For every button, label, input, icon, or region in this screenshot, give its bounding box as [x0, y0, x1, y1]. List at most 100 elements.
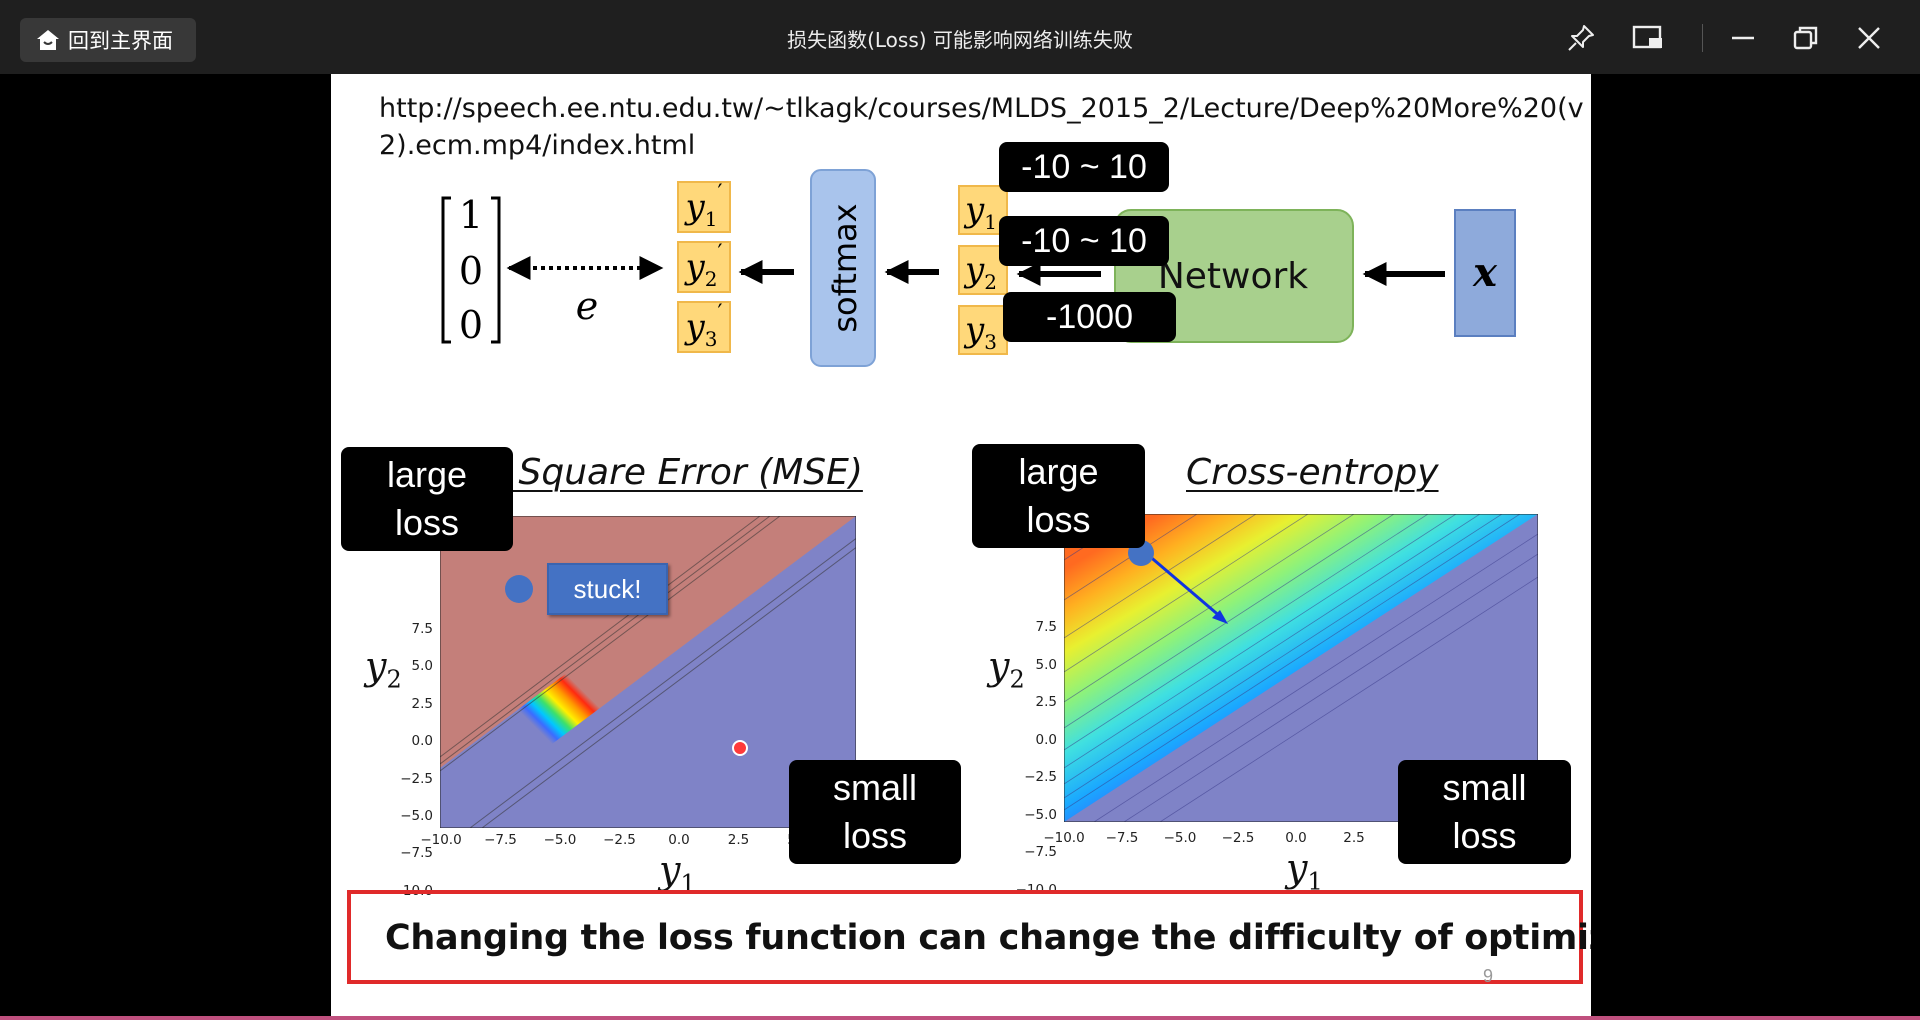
url-line-2: 2).ecm.mp4/index.html: [379, 130, 696, 161]
toolbar-separator: [1702, 24, 1703, 52]
mse-rainbow-band: [440, 516, 856, 828]
pip-icon: [1632, 25, 1662, 49]
ce-x-tick: 0.0: [1285, 830, 1307, 846]
y-prime-3: y: [684, 307, 706, 347]
y-prime-1: y: [684, 187, 706, 227]
mse-y-tick: −7.5: [400, 845, 433, 862]
mse-small-loss-line1: small: [832, 767, 917, 808]
ce-large-loss-label: large loss: [972, 444, 1145, 548]
ce-x-axis-text: y: [1286, 846, 1308, 890]
input-label: x: [1472, 249, 1498, 296]
y-prime-2: y: [684, 247, 706, 287]
mse-contours: [440, 516, 856, 828]
mse-y-axis-label: y2: [365, 644, 402, 694]
close-icon: [1858, 27, 1880, 49]
mse-x-tick: 2.5: [727, 832, 750, 848]
ce-x-tick: −10.0: [1043, 830, 1085, 846]
mse-high-region: [440, 516, 856, 828]
ce-y-tick: −2.5: [1024, 769, 1057, 785]
mse-large-loss-line1: large: [386, 454, 468, 495]
ce-y-tick: 7.5: [1035, 619, 1057, 635]
ce-y-tick: 5.0: [1035, 656, 1057, 673]
ce-x-tick: 2.5: [1343, 830, 1365, 846]
network-label: Network: [1158, 256, 1308, 297]
ce-y-tick: −5.0: [1024, 806, 1057, 823]
progress-line: [0, 1016, 1920, 1020]
mse-x-tick: −2.5: [603, 832, 636, 848]
ce-large-loss-line1: large: [1018, 451, 1099, 492]
svg-text:y3′: y3′: [684, 301, 723, 351]
mse-y-tick: 2.5: [411, 695, 433, 712]
ce-title: Cross-entropy: [1186, 452, 1439, 493]
pip-button[interactable]: [1628, 18, 1668, 58]
mse-x-tick: −10.0: [420, 832, 462, 848]
ce-y-axis-text: y: [988, 644, 1010, 688]
restore-button[interactable]: [1786, 18, 1826, 58]
page-number: 9: [1483, 966, 1494, 986]
target-entry-2: 0: [459, 249, 483, 293]
mse-plot: [440, 516, 856, 828]
softmax-outputs: y1′ y2′ y3′: [677, 181, 731, 353]
mse-y-tick: −5.0: [400, 808, 433, 824]
mse-y-tick: 0.0: [411, 733, 433, 750]
pin-icon: [1568, 25, 1594, 51]
network-outputs: y1 y2 y3: [958, 185, 1008, 355]
ce-y-tick: 2.5: [1035, 694, 1057, 710]
mse-large-loss-label: large loss: [341, 447, 513, 551]
ce-y-axis-label: y2: [988, 644, 1025, 694]
minimize-icon: [1732, 36, 1754, 40]
ce-gradient-region: [1064, 514, 1538, 822]
mse-x-tick: −7.5: [484, 832, 517, 848]
mse-start-point: [505, 575, 533, 603]
home-button[interactable]: 回到主界面: [20, 18, 196, 62]
target-entry-1: 1: [459, 193, 483, 237]
range-label-2: -10 ~ 10: [999, 216, 1169, 266]
ce-large-loss-line2: loss: [1026, 499, 1091, 540]
network-diagram: 1 0 0 e y1′ y2′ y3′ softmax y1 y2 y3: [441, 169, 1516, 367]
home-icon: [37, 30, 59, 50]
mse-small-loss-line2: loss: [842, 815, 908, 856]
title-bar: 回到主界面 损失函数(Loss) 可能影响网络训练失败: [0, 0, 1920, 74]
ce-y-tick: −7.5: [1024, 844, 1057, 860]
mse-target-point: [732, 740, 748, 756]
mse-x-tick: −5.0: [543, 832, 577, 848]
mse-large-loss-line2: loss: [394, 502, 460, 543]
restore-icon: [1793, 26, 1818, 50]
range-label-3: -1000: [1003, 292, 1176, 342]
softmax-label: softmax: [826, 203, 864, 332]
ce-small-loss-line2: loss: [1452, 815, 1517, 856]
mse-y-tick: −2.5: [400, 770, 433, 787]
svg-text:y1′: y1′: [684, 181, 723, 231]
ce-small-loss-label: small loss: [1398, 760, 1571, 864]
target-vector: 1 0 0: [441, 193, 501, 347]
minimize-button[interactable]: [1723, 18, 1763, 58]
mse-x-axis-text: y: [659, 848, 681, 892]
target-entry-3: 0: [459, 303, 483, 347]
stuck-label: stuck!: [547, 563, 668, 615]
range-label-1: -10 ~ 10: [999, 142, 1169, 192]
close-button[interactable]: [1849, 18, 1889, 58]
svg-text:y1: y1: [963, 190, 997, 234]
mse-y-tick: 5.0: [411, 658, 433, 675]
home-label: 回到主界面: [68, 30, 173, 53]
error-label: e: [576, 284, 599, 328]
lecture-url: http://speech.ee.ntu.edu.tw/~tlkagk/cour…: [379, 90, 1584, 164]
conclusion-box: Changing the loss function can change th…: [347, 890, 1591, 984]
pin-button[interactable]: [1561, 18, 1601, 58]
softmax-box: [810, 169, 876, 367]
mse-x-tick: 0.0: [668, 832, 690, 848]
ce-x-tick: −5.0: [1163, 830, 1197, 846]
ce-x-tick: −7.5: [1105, 830, 1139, 846]
mse-small-loss-label: small loss: [789, 760, 961, 864]
ce-small-loss-line1: small: [1442, 767, 1527, 808]
ce-x-tick: −2.5: [1221, 830, 1255, 846]
slide: http://speech.ee.ntu.edu.tw/~tlkagk/cour…: [331, 74, 1591, 1016]
mse-y-tick: 7.5: [411, 621, 433, 637]
input-box: [1454, 209, 1516, 337]
ce-x-axis-label: y1: [1286, 846, 1323, 896]
mse-y-axis-text: y: [365, 644, 387, 688]
svg-text:y2′: y2′: [684, 241, 723, 291]
ce-gradient-arrow: [1146, 552, 1223, 620]
url-line-1: http://speech.ee.ntu.edu.tw/~tlkagk/cour…: [379, 93, 1584, 124]
ce-y-tick: 0.0: [1035, 731, 1057, 748]
